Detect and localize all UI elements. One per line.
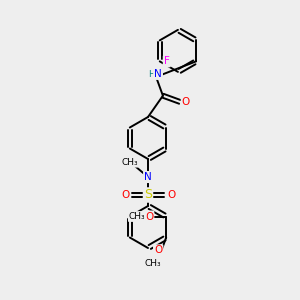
Text: F: F [164,56,170,66]
Text: N: N [154,69,162,79]
Text: O: O [121,190,129,200]
Text: CH₃: CH₃ [145,259,161,268]
Text: O: O [145,212,153,221]
Text: N: N [144,172,152,182]
Text: H: H [148,70,154,80]
Text: O: O [182,97,190,107]
Text: CH₃: CH₃ [129,212,146,221]
Text: O: O [167,190,175,200]
Text: CH₃: CH₃ [122,158,138,166]
Text: O: O [154,245,162,255]
Text: S: S [144,188,152,202]
